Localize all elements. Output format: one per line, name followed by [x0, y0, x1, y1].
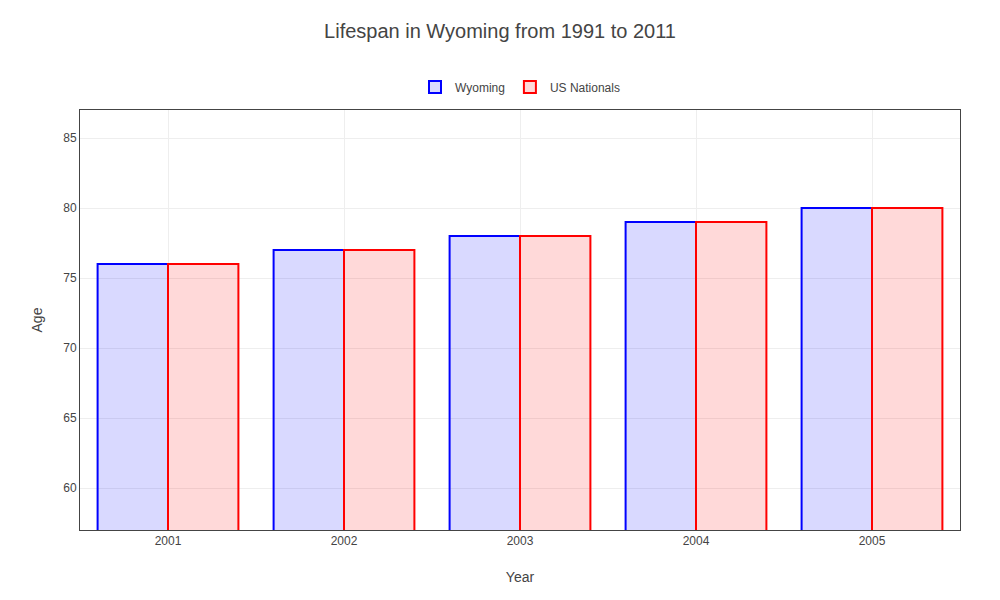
svg-text:85: 85 — [63, 131, 77, 145]
svg-text:US Nationals: US Nationals — [550, 81, 620, 95]
svg-text:2003: 2003 — [507, 534, 534, 548]
svg-text:2001: 2001 — [155, 534, 182, 548]
svg-text:70: 70 — [63, 341, 77, 355]
svg-text:Wyoming: Wyoming — [455, 81, 505, 95]
svg-text:75: 75 — [63, 271, 77, 285]
svg-text:Lifespan in Wyoming from 1991: Lifespan in Wyoming from 1991 to 2011 — [324, 20, 676, 42]
svg-text:Year: Year — [506, 569, 535, 585]
svg-text:65: 65 — [63, 411, 77, 425]
svg-text:80: 80 — [63, 201, 77, 215]
svg-text:2004: 2004 — [683, 534, 710, 548]
svg-text:Age: Age — [29, 307, 45, 332]
svg-text:2005: 2005 — [859, 534, 886, 548]
svg-text:2002: 2002 — [331, 534, 358, 548]
svg-text:60: 60 — [63, 481, 77, 495]
